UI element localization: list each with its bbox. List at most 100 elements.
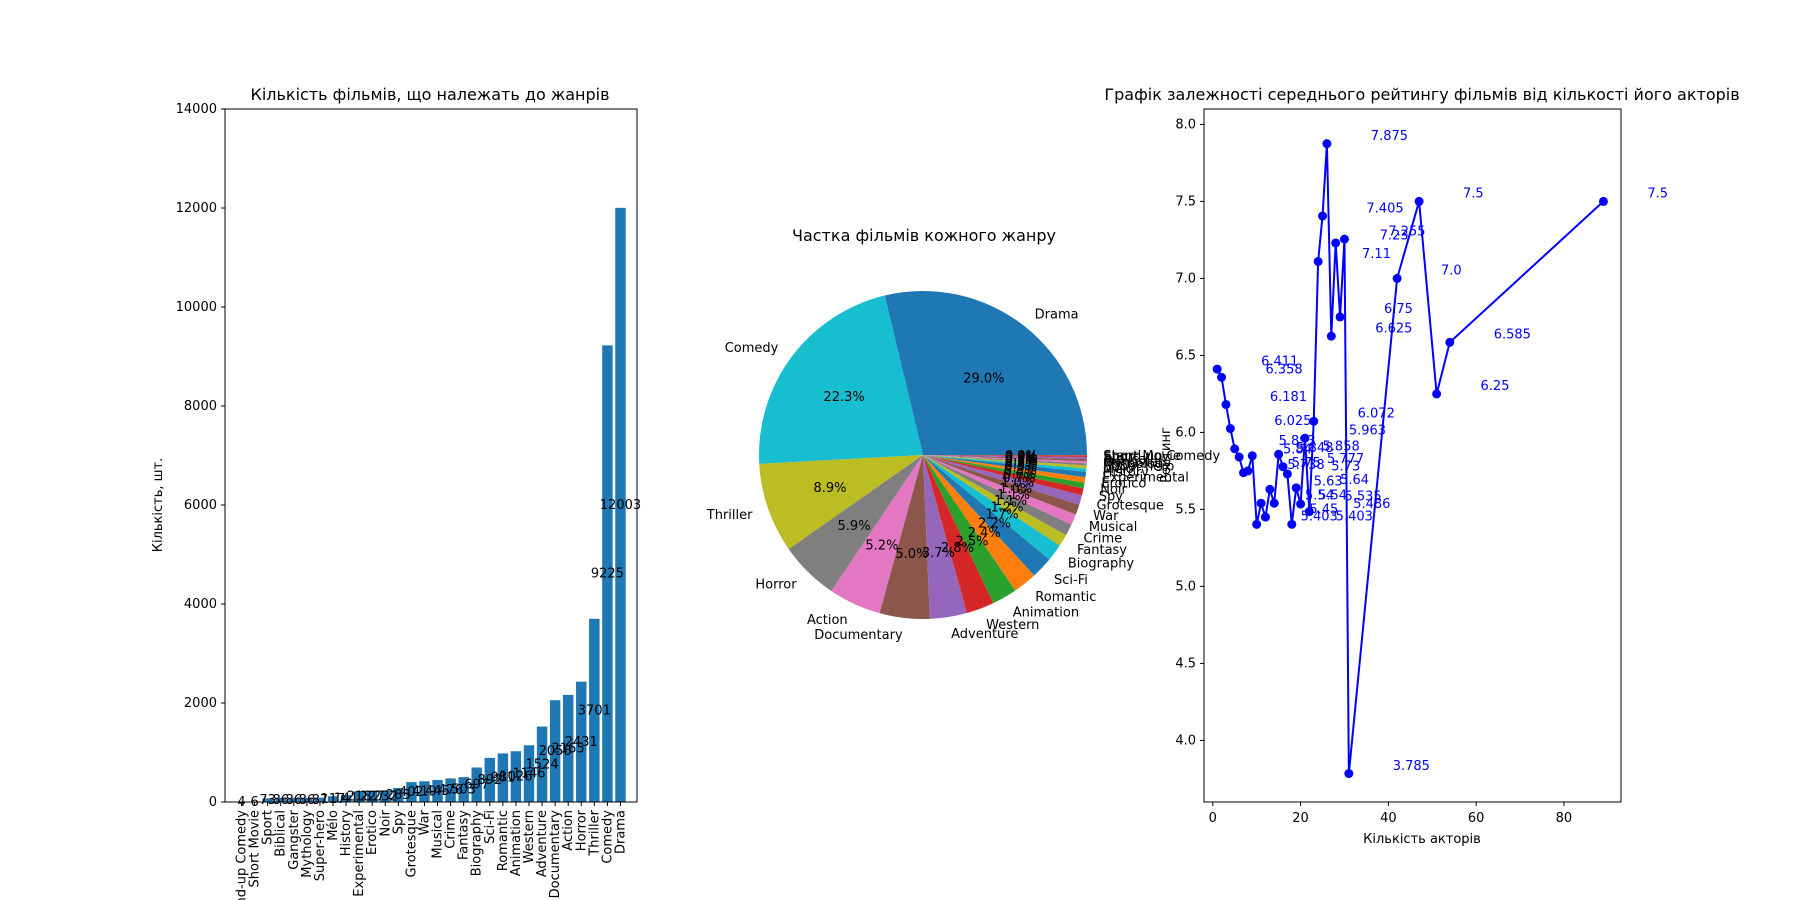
line-point-label: 6.358: [1265, 363, 1302, 378]
line-chart-points: [1212, 139, 1608, 779]
bar-y-tick-label: 6000: [184, 498, 217, 513]
line-point-label: 3.785: [1393, 759, 1430, 774]
line-point-label: 6.181: [1270, 390, 1307, 405]
pie-chart-percent-labels: 29.0%22.3%8.9%5.9%5.2%5.0%3.7%2.8%2.5%2.…: [813, 372, 1037, 562]
bar-x-tick-label: Grotesque: [404, 810, 419, 877]
pie-slice: [923, 455, 1087, 462]
line-point-label: 7.0: [1441, 264, 1462, 279]
bar-x-tick-label: Noir: [378, 809, 393, 836]
line-point-label: 5.63: [1314, 475, 1343, 490]
bar: [327, 796, 339, 802]
bar: [562, 694, 574, 802]
line-point: [1291, 483, 1301, 493]
pie-percent-label: 5.0%: [895, 547, 928, 562]
line-point-label: 5.64: [1340, 473, 1369, 488]
bar-chart-frame: [224, 108, 638, 803]
bar-value-label: 2165: [552, 741, 585, 756]
line-x-tick-label: 80: [1556, 811, 1573, 826]
bar-x-tick-label: Biblical: [274, 810, 289, 857]
line-chart-y-axis-label: Рейтинг: [1159, 427, 1174, 483]
pie-percent-label: 1.0%: [999, 482, 1032, 497]
pie-slice: [923, 455, 1050, 576]
bar-value-label: 86: [286, 793, 303, 808]
pie-slice: [923, 455, 1087, 464]
pie-percent-label: 0.7%: [1002, 471, 1035, 486]
line-point-label: 5.403: [1301, 510, 1338, 525]
bar-x-tick-label: Experimental: [352, 810, 367, 897]
pie-slice-label: Mélo: [1103, 462, 1134, 477]
line-point: [1230, 444, 1240, 454]
pie-slice-label: Mythology: [1103, 457, 1171, 472]
pie-slice-label: Spy: [1099, 490, 1124, 505]
line-x-tick-label: 0: [1209, 811, 1217, 826]
pie-percent-label: 2.5%: [955, 534, 988, 549]
pie-slice: [923, 455, 1084, 496]
line-chart-frame: [1203, 108, 1622, 803]
bar-value-label: 1146: [512, 767, 545, 782]
pie-percent-label: 0.3%: [1004, 458, 1037, 473]
line-point: [1322, 139, 1332, 149]
pie-slice: [923, 455, 1080, 515]
pie-slice-label: Grotesque: [1096, 499, 1163, 514]
pie-slice-label: Sci-Fi: [1054, 573, 1088, 588]
line-point-label: 6.75: [1384, 302, 1413, 317]
line-point: [1445, 337, 1455, 347]
line-x-tick-label: 40: [1380, 811, 1397, 826]
pie-slice: [923, 455, 1086, 483]
pie-slice-label: War: [1093, 509, 1119, 524]
line-point-label: 6.25: [1481, 379, 1510, 394]
bar-value-label: 697: [464, 778, 489, 793]
pie-slice-label: Comedy: [725, 341, 779, 356]
bar-chart-y-ticks: 0 2000 4000 6000 8000 10000 12000 14000: [176, 102, 225, 810]
bar-x-tick-label: Musical: [431, 810, 446, 859]
line-point: [1212, 364, 1222, 374]
bar-value-label: 141: [334, 792, 359, 807]
pie-slice: [923, 455, 1087, 458]
bar-chart-title: Кількість фільмів, що належать до жанрів: [250, 85, 609, 104]
line-point: [1287, 519, 1297, 529]
line-y-tick-label: 6.0: [1175, 425, 1196, 440]
line-point: [1256, 498, 1266, 508]
bar-x-tick-label: War: [417, 809, 432, 835]
bar-y-tick-label: 0: [209, 795, 217, 810]
pie-slice: [923, 455, 1076, 525]
bar-value-label: 503: [451, 783, 476, 798]
line-chart-point-labels: 6.4116.3586.1816.0255.8935.845.7385.755.…: [1261, 129, 1668, 774]
pie-slice-label: Fantasy: [1077, 543, 1127, 558]
pie-slice-label: Super-hero: [1103, 459, 1174, 474]
pie-slice-label: Biography: [1068, 556, 1135, 571]
pie-slice: [884, 291, 1087, 455]
bar-x-tick-label: Action: [561, 810, 576, 851]
bar-y-tick-label: 2000: [184, 696, 217, 711]
line-point-label: 7.255: [1388, 224, 1425, 239]
bar: [523, 745, 535, 802]
pie-slice-label: Crime: [1083, 531, 1122, 546]
bar: [301, 797, 313, 802]
bar-x-tick-label: Animation: [509, 810, 524, 876]
bar-value-label: 87: [312, 793, 329, 808]
pie-slice: [831, 455, 923, 614]
line-point-label: 5.777: [1327, 452, 1364, 467]
bar-x-tick-label: Comedy: [600, 810, 615, 864]
line-point-label: 7.405: [1366, 201, 1403, 216]
line-point: [1318, 211, 1328, 221]
line-y-tick-label: 8.0: [1175, 117, 1196, 132]
bar: [366, 790, 378, 802]
line-point: [1392, 273, 1402, 283]
bar: [262, 798, 273, 802]
pie-chart-slices: [759, 291, 1087, 619]
pie-slice: [923, 455, 1087, 466]
bar: [497, 753, 509, 802]
bar-x-tick-label: Spy: [391, 810, 406, 835]
bar-x-tick-label: Sport: [261, 810, 276, 845]
bar-y-tick-label: 14000: [176, 102, 217, 117]
pie-slice: [923, 455, 1072, 536]
line-point: [1269, 498, 1279, 508]
pie-chart-title: Частка фільмів кожного жанру: [792, 226, 1056, 245]
line-chart-title: Графік залежності середнього рейтингу фі…: [1104, 85, 1739, 104]
pie-slice-label: Short Movie: [1103, 449, 1181, 464]
bar-x-tick-label: Crime: [444, 810, 459, 849]
bar-value-label: 232: [373, 789, 398, 804]
line-point: [1414, 196, 1424, 206]
